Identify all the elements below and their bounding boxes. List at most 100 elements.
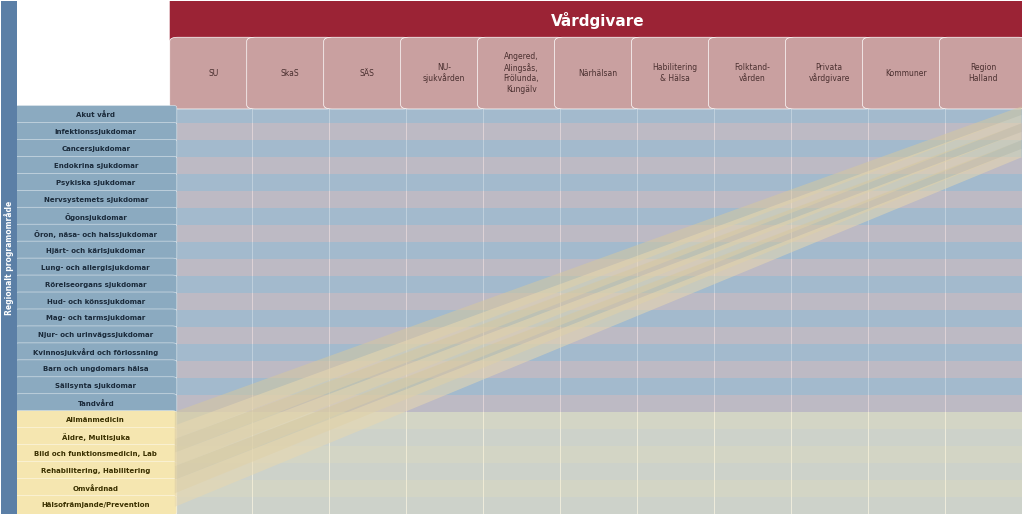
Text: Infektionssjukdomar: Infektionssjukdomar	[55, 129, 137, 135]
Bar	[175, 225, 1022, 242]
FancyBboxPatch shape	[14, 411, 177, 430]
Text: Psykiska sjukdomar: Psykiska sjukdomar	[56, 180, 135, 186]
Bar	[791, 107, 868, 513]
FancyBboxPatch shape	[14, 360, 177, 379]
Bar	[175, 276, 1022, 293]
Bar	[714, 107, 791, 513]
Text: Närhälsan: Närhälsan	[579, 68, 618, 78]
Text: Privata
vårdgivare: Privata vårdgivare	[808, 63, 850, 83]
Bar	[175, 310, 1022, 327]
Text: NU-
sjukvården: NU- sjukvården	[424, 63, 465, 83]
Text: SÄS: SÄS	[360, 68, 374, 78]
Bar	[1, 2, 16, 513]
Bar	[175, 293, 1022, 310]
FancyBboxPatch shape	[786, 37, 873, 109]
Text: Hälsofrämjande/Prevention: Hälsofrämjande/Prevention	[42, 502, 150, 508]
Bar	[175, 208, 1022, 225]
FancyBboxPatch shape	[14, 123, 177, 141]
Bar	[175, 378, 1022, 395]
Text: Barn och ungdomars hälsa: Barn och ungdomars hälsa	[43, 366, 148, 372]
FancyBboxPatch shape	[709, 37, 796, 109]
Bar	[406, 107, 483, 513]
Polygon shape	[175, 132, 1022, 479]
FancyBboxPatch shape	[14, 241, 177, 260]
Text: Lung- och allergisjukdomar: Lung- och allergisjukdomar	[42, 265, 150, 270]
FancyBboxPatch shape	[14, 377, 177, 396]
Text: Region
Halland: Region Halland	[969, 63, 997, 83]
Text: Njur- och urinvägssjukdomar: Njur- och urinvägssjukdomar	[38, 333, 153, 338]
FancyBboxPatch shape	[14, 478, 177, 497]
Bar	[175, 395, 1022, 412]
Text: Folktand-
vården: Folktand- vården	[735, 63, 770, 83]
Bar	[175, 140, 1022, 157]
Text: Ögonsjukdomar: Ögonsjukdomar	[64, 213, 127, 220]
Text: Endokrina sjukdomar: Endokrina sjukdomar	[53, 163, 138, 169]
Text: Äldre, Multisjuka: Äldre, Multisjuka	[61, 433, 130, 441]
FancyBboxPatch shape	[14, 394, 177, 413]
Bar	[175, 479, 1022, 496]
Text: Öron, näsa- och halssjukdomar: Öron, näsa- och halssjukdomar	[34, 230, 158, 237]
FancyBboxPatch shape	[939, 37, 1023, 109]
FancyBboxPatch shape	[14, 139, 177, 158]
Text: Nervsystemets sjukdomar: Nervsystemets sjukdomar	[44, 197, 148, 203]
Bar	[636, 107, 714, 513]
FancyBboxPatch shape	[14, 173, 177, 192]
FancyBboxPatch shape	[170, 37, 257, 109]
Bar	[560, 107, 636, 513]
Polygon shape	[175, 107, 1022, 439]
FancyBboxPatch shape	[401, 37, 488, 109]
Bar	[944, 107, 1022, 513]
Text: Angered,
Alingsås,
Frölunda,
Kungälv: Angered, Alingsås, Frölunda, Kungälv	[503, 53, 539, 94]
Bar	[175, 429, 1022, 446]
FancyBboxPatch shape	[14, 106, 177, 125]
Bar	[175, 327, 1022, 344]
Polygon shape	[175, 115, 1022, 453]
Bar	[175, 446, 1022, 462]
Bar	[175, 191, 1022, 208]
Polygon shape	[175, 140, 1022, 493]
FancyBboxPatch shape	[14, 292, 177, 311]
Bar	[175, 462, 1022, 479]
FancyBboxPatch shape	[14, 495, 177, 514]
FancyBboxPatch shape	[14, 207, 177, 226]
FancyBboxPatch shape	[247, 37, 333, 109]
FancyBboxPatch shape	[14, 343, 177, 362]
Polygon shape	[175, 149, 1022, 507]
FancyBboxPatch shape	[14, 445, 177, 464]
Bar	[483, 107, 560, 513]
Text: Rörelseorgans sjukdomar: Rörelseorgans sjukdomar	[45, 282, 146, 287]
Bar	[868, 107, 944, 513]
Bar	[175, 412, 1022, 429]
Bar	[175, 124, 1022, 140]
Text: Cancersjukdomar: Cancersjukdomar	[61, 146, 130, 152]
Bar	[175, 496, 1022, 513]
FancyBboxPatch shape	[554, 37, 641, 109]
Bar	[252, 107, 328, 513]
Text: Sällsynta sjukdomar: Sällsynta sjukdomar	[55, 383, 136, 389]
Text: Rehabilitering, Habilitering: Rehabilitering, Habilitering	[41, 468, 150, 474]
Polygon shape	[175, 124, 1022, 466]
Bar	[175, 107, 1022, 513]
Text: Tandvård: Tandvård	[78, 400, 115, 407]
Text: Kvinnosjukvård och förlossning: Kvinnosjukvård och förlossning	[33, 349, 159, 356]
Bar	[175, 174, 1022, 191]
Bar	[175, 259, 1022, 276]
Text: Vårdgivare: Vårdgivare	[551, 12, 646, 29]
Text: Habilitering
& Hälsa: Habilitering & Hälsa	[653, 63, 698, 83]
FancyBboxPatch shape	[14, 190, 177, 209]
FancyBboxPatch shape	[14, 156, 177, 175]
Bar	[175, 157, 1022, 174]
FancyBboxPatch shape	[862, 37, 949, 109]
Text: SU: SU	[209, 68, 219, 78]
FancyBboxPatch shape	[14, 258, 177, 277]
FancyBboxPatch shape	[14, 428, 177, 447]
Bar	[175, 361, 1022, 378]
FancyBboxPatch shape	[478, 37, 565, 109]
FancyBboxPatch shape	[323, 37, 411, 109]
Bar	[175, 344, 1022, 361]
Bar	[175, 242, 1022, 259]
FancyBboxPatch shape	[14, 224, 177, 243]
Text: Hud- och könssjukdomar: Hud- och könssjukdomar	[47, 299, 145, 304]
Text: Mag- och tarmsjukdomar: Mag- och tarmsjukdomar	[46, 316, 145, 321]
FancyBboxPatch shape	[14, 309, 177, 328]
